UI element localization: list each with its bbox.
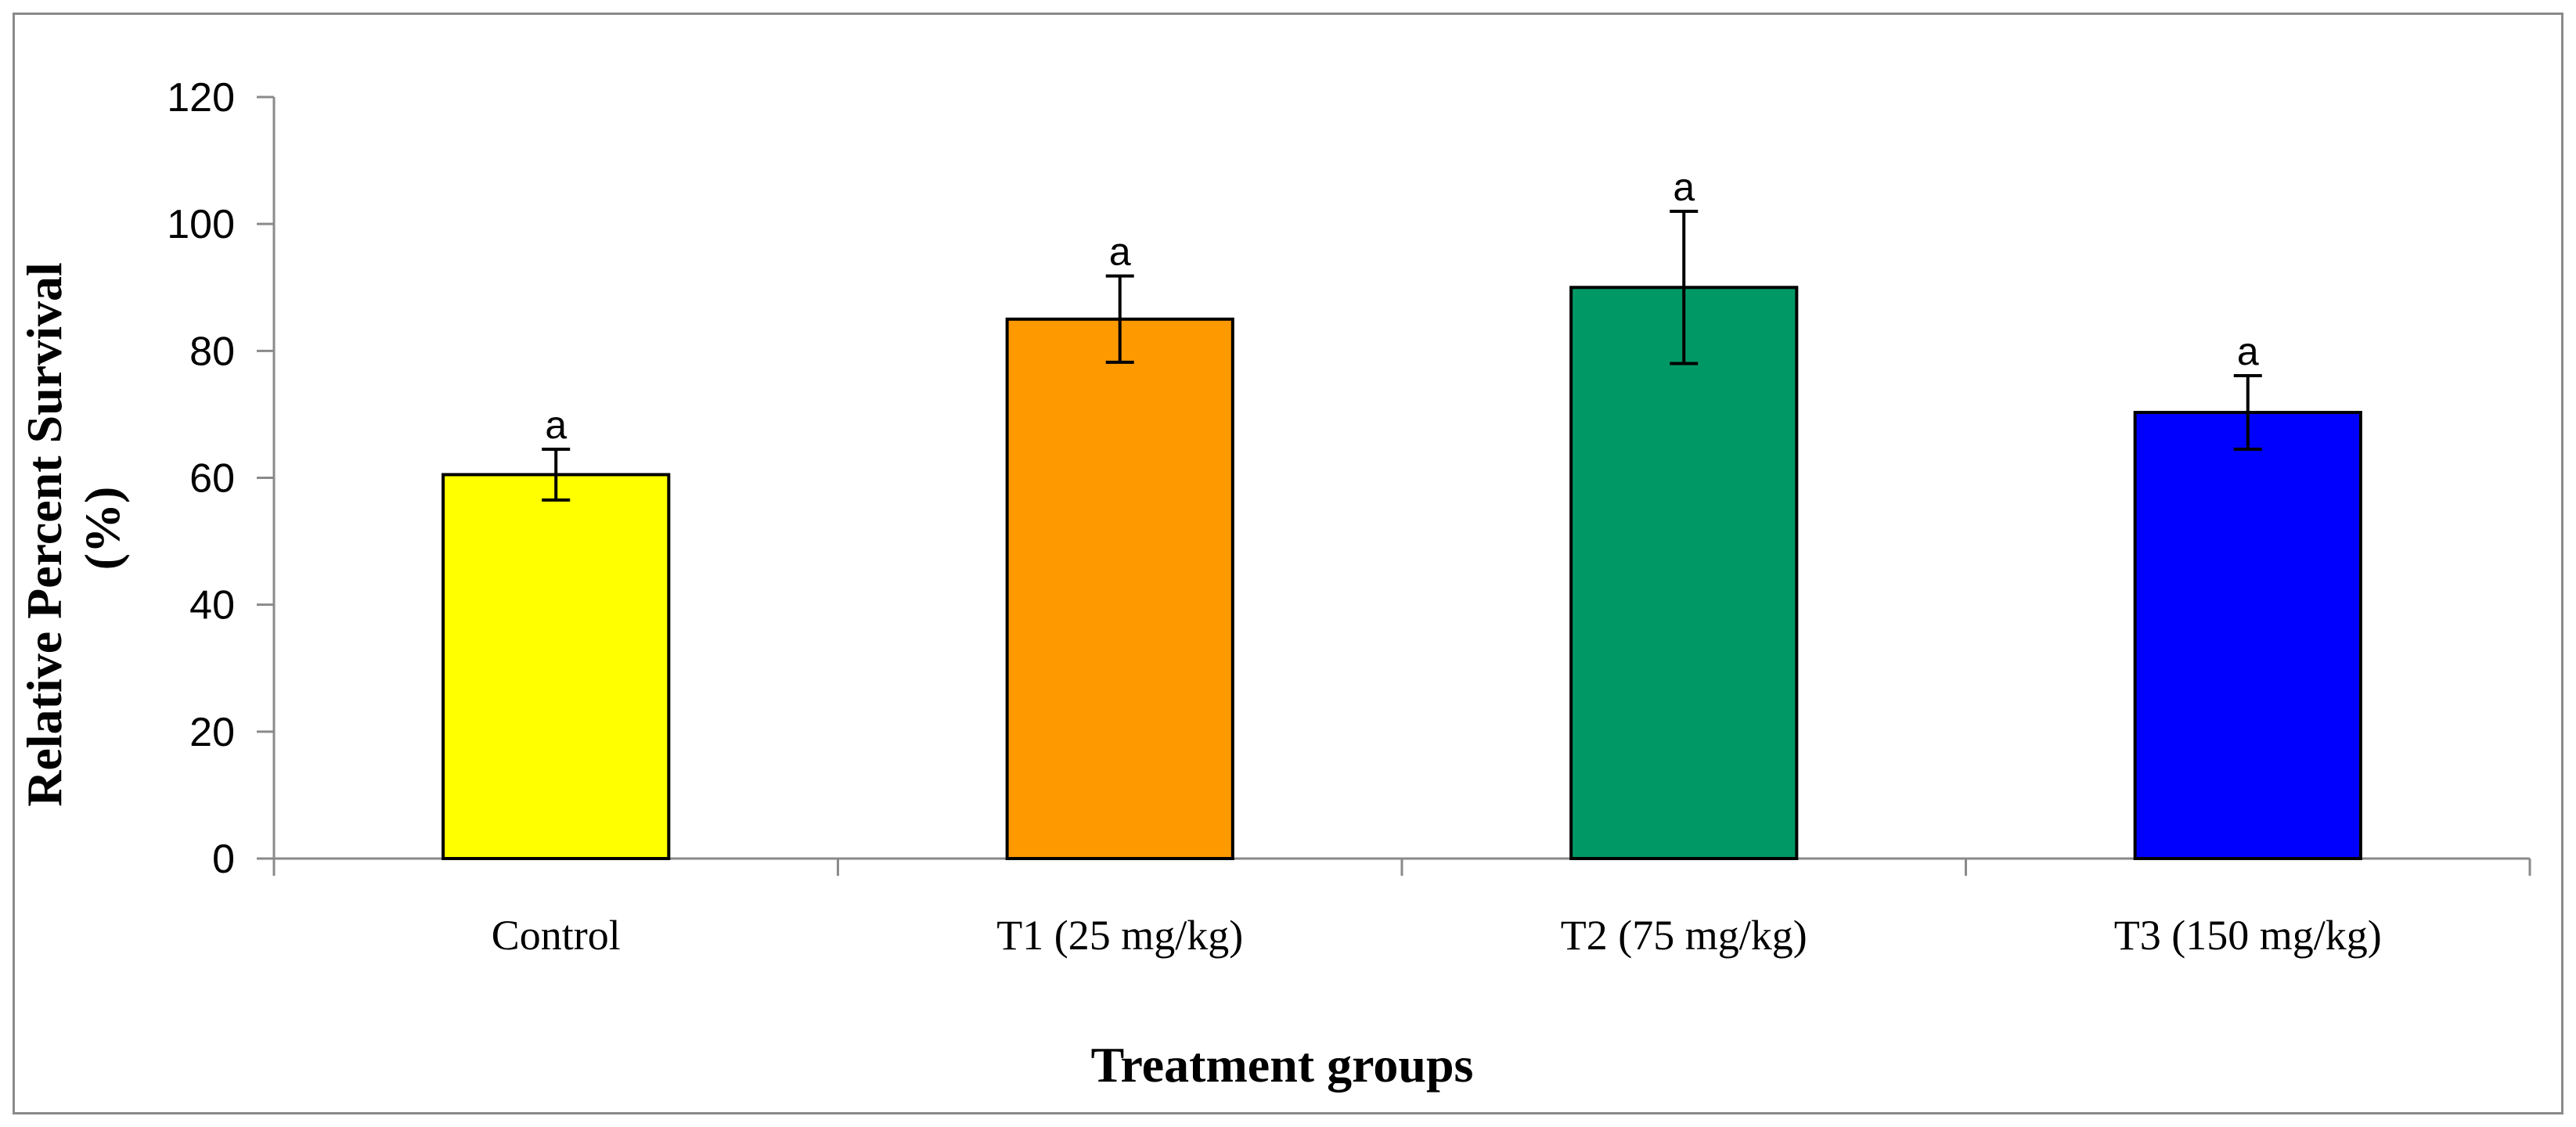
bar	[1569, 286, 1799, 860]
y-tick-label: 100	[167, 202, 235, 247]
x-category-label: T2 (75 mg/kg)	[1561, 912, 1807, 959]
y-axis-title: Relative Percent Survival (%)	[16, 250, 130, 807]
significance-label: a	[1109, 230, 1131, 274]
bar	[441, 473, 671, 861]
x-category-label: T3 (150 mg/kg)	[2114, 912, 2382, 959]
x-category-label: T1 (25 mg/kg)	[996, 912, 1243, 959]
significance-label: a	[545, 403, 567, 447]
significance-label: a	[2237, 329, 2259, 373]
y-tick-label: 60	[189, 456, 235, 502]
x-category-label: Control	[492, 912, 621, 959]
x-axis	[272, 857, 2531, 876]
significance-label: a	[1673, 165, 1695, 209]
y-axis-title-line-1: Relative Percent Survival	[16, 262, 72, 807]
y-tick-label: 120	[167, 75, 235, 121]
y-tick-label: 40	[189, 583, 235, 628]
x-axis-title: Treatment groups	[1091, 1037, 1474, 1093]
bar	[2133, 410, 2362, 860]
error-bars	[542, 209, 2262, 502]
labels: a Control a T1 (25 mg/kg) a T2 (75 mg/kg) a T3 …	[492, 165, 2382, 959]
bar	[1005, 317, 1234, 860]
y-axis: 0 20 40 60 80 100 120	[167, 75, 276, 882]
bars	[441, 286, 2362, 861]
y-axis-title-line-2: (%)	[74, 487, 130, 571]
y-tick-label: 20	[189, 710, 235, 755]
y-tick-label: 80	[189, 329, 235, 374]
y-tick-label: 0	[212, 837, 235, 882]
